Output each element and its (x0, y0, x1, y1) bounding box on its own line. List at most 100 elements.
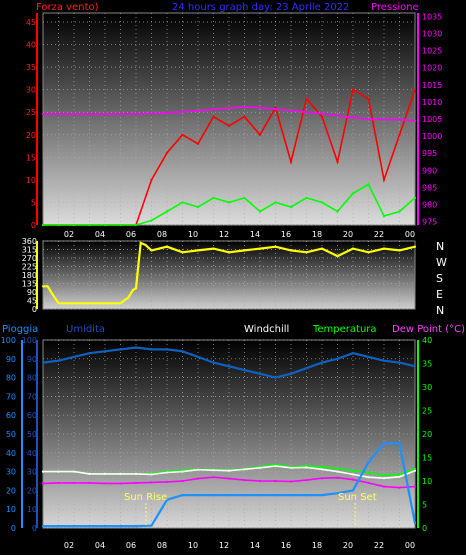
data-point-pressure (398, 118, 401, 121)
data-point-rain (41, 525, 45, 528)
data-point-windchill (320, 468, 324, 471)
panel-wind-direction-grid (43, 240, 415, 310)
y-tick-label-left-secondary: 40 (6, 449, 16, 458)
data-point-pressure (336, 114, 339, 117)
y-tick-label-right: 1020 (422, 64, 442, 73)
y-tick-label-right: 40 (422, 336, 432, 345)
panel-wind-pressure-grid (43, 13, 415, 226)
y-tick-label-left: 90 (27, 288, 37, 297)
data-point-humidity (227, 365, 231, 368)
data-point-gust (382, 178, 386, 181)
y-tick-label-left: 0 (32, 524, 37, 533)
wind-y-axis: 0 5 10 15 20 25 30 35 40 45 (26, 13, 38, 230)
data-point-dewpoint (243, 479, 246, 482)
data-point-windchill (103, 472, 107, 475)
data-point-pressure (119, 112, 122, 115)
data-point-windchill (351, 473, 355, 476)
panel-temperature-humidity-grid (43, 339, 415, 529)
data-point-humidity (336, 357, 339, 360)
y-tick-label-left: 30 (26, 86, 36, 95)
x-tick-label: 12 (219, 541, 229, 550)
data-point-direction (144, 243, 147, 246)
y-tick-label-left-secondary: 90 (6, 355, 16, 364)
data-point-windchill (88, 472, 91, 475)
temperature-y-axis: 0 5 10 15 20 25 30 35 40 (417, 336, 432, 533)
y-tick-label-left: 20 (27, 486, 37, 495)
x-tick-label: 16 (281, 541, 291, 550)
y-tick-label-left: 5 (31, 198, 36, 207)
data-point-gust (150, 178, 153, 181)
data-point-windchill (367, 476, 370, 479)
data-point-pressure (181, 110, 184, 113)
x-tick-label: 06 (126, 541, 136, 550)
x-tick-label: 02 (64, 541, 74, 550)
data-point-gust (212, 115, 215, 118)
data-point-direction (103, 302, 107, 305)
y-tick-label-left-secondary: 10 (6, 505, 16, 514)
data-point-avg (88, 223, 91, 227)
y-tick-label-left: 10 (27, 505, 37, 514)
data-point-humidity (398, 361, 401, 364)
data-point-direction (212, 247, 215, 250)
y-tick-label-right: 10 (422, 477, 432, 486)
x-tick-label: 08 (157, 541, 167, 550)
y-tick-label-left: 90 (27, 355, 37, 364)
x-tick-label: 14 (250, 230, 260, 239)
y-tick-label-left: 50 (27, 430, 37, 439)
wind-x-axis: 02 04 06 08 10 12 14 16 18 20 22 00 (64, 230, 415, 239)
data-point-windchill (227, 469, 231, 472)
data-point-direction (398, 249, 401, 252)
data-point-avg (305, 196, 308, 199)
y-tick-label-left: 15 (26, 153, 36, 162)
data-point-rain (351, 489, 355, 492)
y-tick-label-left-secondary: 0 (11, 524, 16, 533)
data-point-pressure (57, 112, 60, 115)
data-point-gust (289, 160, 293, 163)
pressure-label: Pressione (371, 2, 419, 13)
data-point-windchill (274, 464, 277, 468)
data-point-rain (196, 494, 200, 497)
x-tick-label: 16 (281, 230, 291, 239)
data-point-gust (227, 124, 231, 127)
compass-letter: E (436, 288, 443, 301)
data-point-rain (243, 494, 246, 497)
data-point-dewpoint (258, 479, 262, 483)
data-point-rain (134, 525, 138, 528)
data-point-direction (382, 247, 386, 250)
data-point-pressure (258, 106, 262, 109)
sunrise-label: Sun Rise (124, 492, 167, 503)
data-point-direction (289, 249, 293, 252)
data-point-windchill (119, 472, 122, 475)
data-point-temperature (398, 473, 401, 476)
data-point-rain (88, 525, 91, 528)
data-point-direction (351, 247, 355, 250)
data-point-windchill (413, 469, 417, 472)
data-point-temperature (367, 471, 370, 474)
data-point-avg (336, 210, 339, 213)
y-tick-label-left: 80 (27, 374, 37, 383)
data-point-dewpoint (351, 478, 355, 481)
data-point-rain (413, 522, 417, 525)
y-tick-label-right: 25 (422, 407, 432, 416)
data-point-avg (351, 192, 355, 195)
y-tick-label-left: 35 (26, 63, 36, 72)
data-point-dewpoint (382, 485, 386, 488)
data-point-rain (367, 461, 370, 464)
y-tick-label-left: 45 (27, 297, 37, 306)
data-point-avg (181, 201, 184, 204)
humidity-y-axis: 0 10 20 30 40 50 60 70 80 90 100 0 10 20 30 40 50 60 70 80 9… (1, 336, 38, 533)
y-tick-label-left: 225 (22, 263, 37, 272)
data-point-rain (119, 525, 122, 528)
y-tick-label-left-secondary: 60 (6, 411, 16, 420)
data-point-avg (41, 223, 45, 227)
data-point-dewpoint (72, 481, 76, 484)
data-point-windchill (398, 475, 401, 478)
data-point-pressure (320, 112, 324, 115)
panel-temperature-humidity-series (41, 346, 417, 528)
x-tick-label: 06 (126, 230, 136, 239)
data-point-rain (305, 494, 308, 497)
data-point-gust (196, 142, 200, 145)
data-point-pressure (41, 112, 45, 115)
data-point-direction (57, 302, 60, 305)
